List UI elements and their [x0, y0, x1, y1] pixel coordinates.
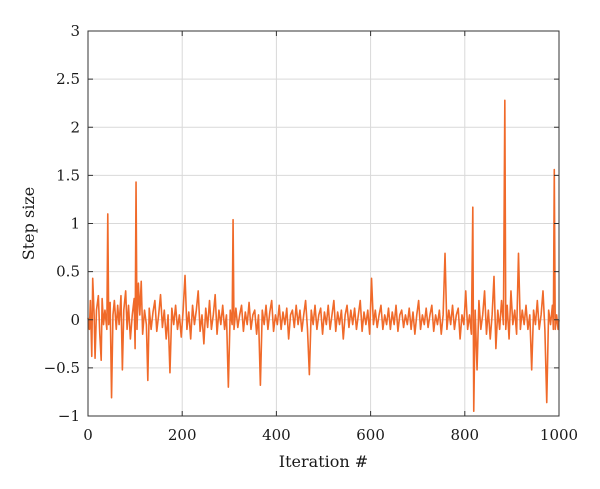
x-tick-label: 800 — [450, 426, 479, 444]
y-tick-labels: −1 −0.5 0 0.5 1 1.5 2 2.5 3 — [44, 22, 80, 425]
x-tick-label: 600 — [356, 426, 385, 444]
x-tick-label: 400 — [262, 426, 291, 444]
y-tick-label: 0.5 — [56, 263, 80, 281]
y-tick-label: 2 — [70, 118, 80, 136]
x-tick-label: 1000 — [540, 426, 578, 444]
y-tick-label: 3 — [70, 22, 80, 40]
grid-lines — [88, 31, 559, 416]
x-tick-labels: 0 200 400 600 800 1000 — [83, 426, 578, 444]
series-line-0 — [87, 99, 560, 412]
x-tick-label: 200 — [168, 426, 197, 444]
y-axis-title: Step size — [19, 187, 38, 260]
y-tick-label: 2.5 — [56, 70, 80, 88]
x-tick-label: 0 — [83, 426, 93, 444]
plot-area — [87, 99, 560, 412]
y-tick-label: 1 — [70, 215, 80, 233]
tick-marks — [87, 30, 560, 417]
y-tick-label: −0.5 — [44, 359, 80, 377]
y-tick-label: 0 — [70, 311, 80, 329]
y-tick-label: 1.5 — [56, 166, 80, 184]
x-axis-title: Iteration # — [279, 452, 368, 471]
y-tick-label: −1 — [58, 407, 80, 425]
